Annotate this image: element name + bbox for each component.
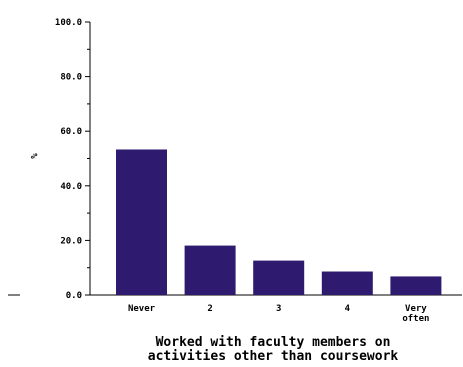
x-axis-label: Worked with faculty members on activities…	[148, 335, 399, 364]
bar	[116, 149, 167, 295]
y-tick-label: 80.0	[60, 73, 82, 83]
y-axis: 0.0 20.0 40.0 60.0 80.0 100.0	[55, 18, 91, 301]
bar	[321, 271, 373, 295]
bar	[184, 245, 236, 295]
category-label: 4	[345, 304, 351, 314]
category-label: Very	[405, 304, 427, 314]
category-label: 3	[276, 304, 281, 314]
bar	[390, 276, 442, 295]
bars	[116, 149, 442, 295]
category-label: often	[402, 314, 429, 324]
y-tick-label: 20.0	[60, 236, 82, 246]
bar	[253, 260, 305, 295]
category-label: Never	[128, 304, 156, 314]
y-tick-label: 60.0	[60, 127, 82, 137]
x-axis-label-line: activities other than coursework	[148, 349, 399, 364]
y-axis-label: %	[28, 153, 38, 159]
category-label: 2	[207, 304, 212, 314]
y-tick-label: 100.0	[55, 18, 82, 28]
y-tick-label: 0.0	[66, 291, 82, 301]
y-tick-label: 40.0	[60, 182, 82, 192]
x-axis-label-line: Worked with faculty members on	[156, 335, 391, 350]
